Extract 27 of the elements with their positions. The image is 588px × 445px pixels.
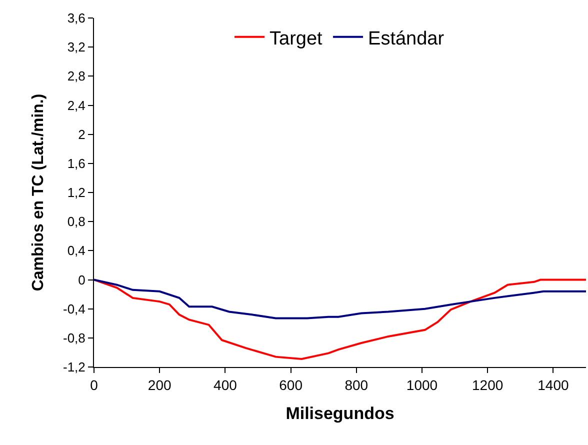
x-tick-label: 400 [214, 376, 238, 393]
y-tick-label: 0,4 [67, 243, 86, 258]
x-tick-label: 600 [279, 376, 303, 393]
y-tick-label: -1,2 [62, 360, 86, 375]
y-tick-label: -0,4 [62, 301, 86, 316]
y-tick-label: 2 [78, 126, 86, 142]
x-tick-label: 1200 [472, 376, 504, 393]
y-tick-label: 1,2 [67, 185, 86, 200]
y-axis-title: Cambios en TC (Lat./min.) [30, 94, 47, 292]
y-tick-label: 2,8 [67, 68, 86, 84]
legend-label: Estándar [368, 28, 445, 50]
y-tick-label: 3,2 [67, 40, 86, 55]
legend-label: Target [270, 28, 324, 50]
x-tick-label: 0 [90, 376, 98, 393]
line-series [94, 278, 586, 320]
x-axis-title: Milisegundos [286, 404, 394, 424]
y-tick-label: 0,8 [67, 214, 86, 230]
y-tick-label: 1,6 [67, 156, 86, 171]
x-tick-label: 1400 [538, 376, 569, 393]
y-tick-label: 3,6 [67, 10, 86, 26]
x-tick-label: 800 [344, 376, 368, 393]
x-tick-label: 1000 [406, 376, 438, 393]
line-series [94, 278, 586, 360]
y-tick-label: -0,8 [62, 330, 86, 346]
y-tick-label: 2,4 [67, 98, 86, 113]
y-tick-label: 0 [78, 272, 86, 288]
x-tick-label: 200 [148, 376, 172, 393]
